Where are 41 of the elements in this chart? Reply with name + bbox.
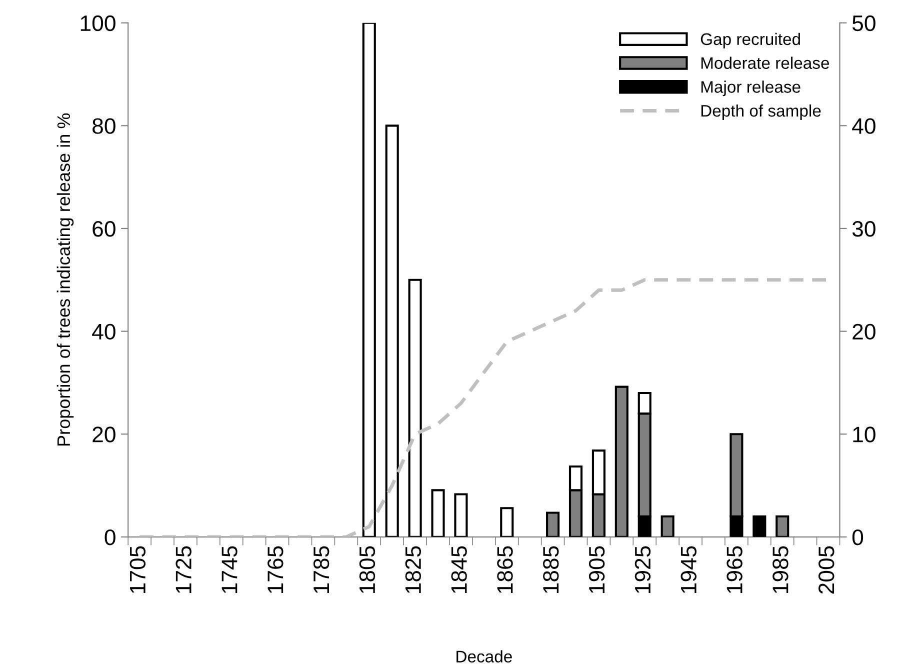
y-tick-label: 80 <box>92 118 116 134</box>
x-tick-label: 1845 <box>451 546 467 593</box>
y-tick-label: 0 <box>104 529 116 546</box>
legend-label: Major release <box>701 80 800 96</box>
x-tick-label: 1985 <box>772 546 788 593</box>
y-tick-label: 60 <box>92 221 116 237</box>
x-tick-label: 1825 <box>405 546 422 593</box>
y2-tick-label: 30 <box>852 221 876 237</box>
x-tick-label: 1725 <box>176 546 192 593</box>
x-tick-label: 1965 <box>726 546 742 593</box>
y-axis-title: Proportion of trees indicating release in % <box>56 113 74 446</box>
bar <box>431 489 445 537</box>
x-tick-label: 1885 <box>543 546 559 593</box>
y2-tick-label: 50 <box>852 15 876 32</box>
y2-tick-label: 10 <box>853 426 876 442</box>
x-tick-label: 1905 <box>588 546 605 593</box>
bar <box>385 124 399 537</box>
x-tick-label: 1865 <box>497 546 513 593</box>
x-tick-label: 1925 <box>634 546 651 593</box>
bar <box>752 515 766 537</box>
y2-tick-label: 20 <box>852 324 876 340</box>
legend-label: Gap recruited <box>700 32 800 48</box>
bar <box>454 493 468 537</box>
bar <box>408 278 422 537</box>
legend-label: Depth of sample <box>701 104 821 120</box>
y2-tick-label: 40 <box>852 118 876 134</box>
x-tick-label: 1765 <box>268 546 284 593</box>
x-tick-label: 1785 <box>313 546 330 593</box>
x-tick-label: 1745 <box>222 546 238 593</box>
x-axis-title: Decade <box>456 650 512 662</box>
x-tick-label: 2005 <box>818 546 834 594</box>
y2-tick-label: 0 <box>852 529 864 546</box>
bar <box>362 22 376 537</box>
legend-label: Moderate release <box>701 56 830 69</box>
y-tick-label: 100 <box>80 15 116 32</box>
bar <box>500 507 514 537</box>
y-tick-label: 20 <box>92 426 116 442</box>
x-tick-label: 1945 <box>680 546 697 593</box>
x-tick-label: 1805 <box>359 546 376 593</box>
x-tick-label: 1705 <box>130 546 146 593</box>
y-tick-label: 40 <box>92 324 116 340</box>
